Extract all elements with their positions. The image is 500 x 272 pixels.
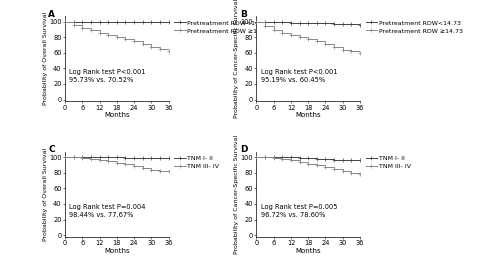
X-axis label: Months: Months	[104, 248, 130, 254]
X-axis label: Months: Months	[296, 248, 321, 254]
Text: Log Rank test P<0.001
95.73% vs. 70.52%: Log Rank test P<0.001 95.73% vs. 70.52%	[69, 69, 146, 83]
Text: A: A	[48, 10, 56, 18]
Text: C: C	[48, 145, 55, 154]
Legend: TNM I- II, TNM III- IV: TNM I- II, TNM III- IV	[365, 155, 412, 170]
X-axis label: Months: Months	[104, 112, 130, 118]
Legend: TNM I- II, TNM III- IV: TNM I- II, TNM III- IV	[174, 155, 220, 170]
Text: B: B	[240, 10, 247, 18]
Y-axis label: Probability of Cancer-Specific Survival: Probability of Cancer-Specific Survival	[234, 135, 239, 254]
Legend: Pretreatment RDW<14.73, Pretreatment RDW ≥14.73: Pretreatment RDW<14.73, Pretreatment RDW…	[174, 19, 272, 34]
Text: Log Rank test P<0.001
95.19% vs. 60.45%: Log Rank test P<0.001 95.19% vs. 60.45%	[260, 69, 337, 83]
Legend: Pretreatment RDW<14.73, Pretreatment RDW ≥14.73: Pretreatment RDW<14.73, Pretreatment RDW…	[365, 19, 464, 34]
X-axis label: Months: Months	[296, 112, 321, 118]
Text: Log Rank test P=0.004
98.44% vs. 77.67%: Log Rank test P=0.004 98.44% vs. 77.67%	[69, 205, 146, 218]
Y-axis label: Probability of Overall Survival: Probability of Overall Survival	[42, 12, 48, 105]
Text: Log Rank test P=0.005
96.72% vs. 78.60%: Log Rank test P=0.005 96.72% vs. 78.60%	[260, 205, 337, 218]
Y-axis label: Probability of Cancer-Specific Survival: Probability of Cancer-Specific Survival	[234, 0, 239, 118]
Text: D: D	[240, 145, 248, 154]
Y-axis label: Probability of Overall Survival: Probability of Overall Survival	[42, 148, 48, 241]
